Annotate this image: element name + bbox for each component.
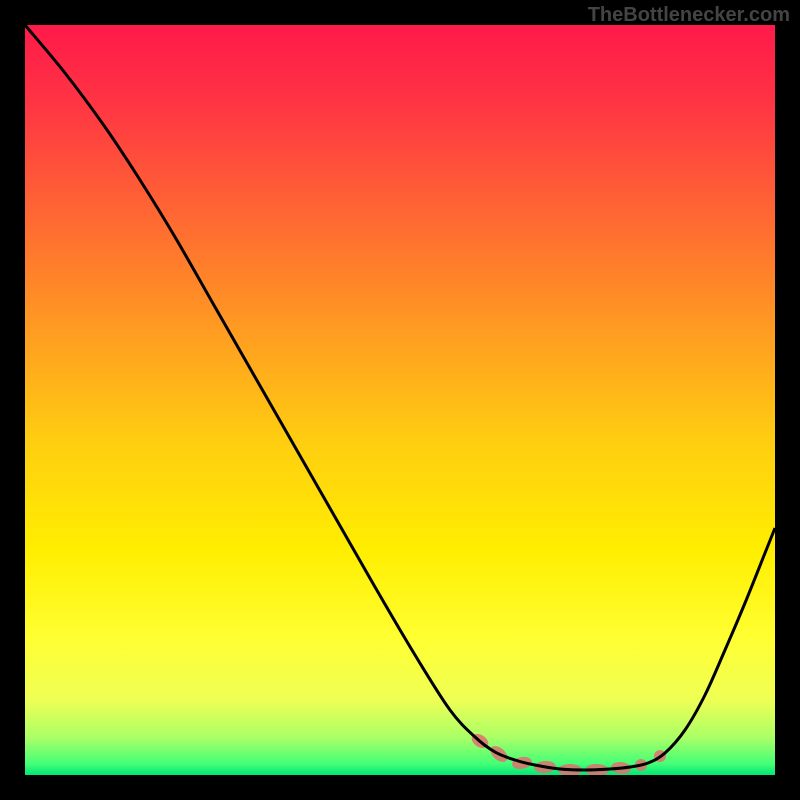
chart-curve-layer	[25, 25, 775, 775]
bottleneck-curve	[25, 25, 775, 770]
watermark-text: TheBottlenecker.com	[588, 4, 790, 27]
chart-plot-area	[25, 25, 775, 775]
